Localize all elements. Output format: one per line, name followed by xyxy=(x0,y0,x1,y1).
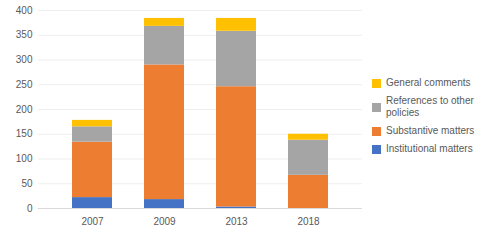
svg-text:250: 250 xyxy=(16,79,33,90)
svg-text:0: 0 xyxy=(27,203,33,214)
svg-text:2018: 2018 xyxy=(297,216,320,227)
html-text:General comments: General comments xyxy=(386,77,471,88)
svg-text:350: 350 xyxy=(16,29,33,40)
svg-text:150: 150 xyxy=(16,128,33,139)
svg-text:200: 200 xyxy=(16,104,33,115)
svg-text:400: 400 xyxy=(16,5,33,16)
svg-text:100: 100 xyxy=(16,153,33,164)
svg-text:2013: 2013 xyxy=(225,216,248,227)
html-text:Institutional matters: Institutional matters xyxy=(386,143,473,154)
html-text:Substantive matters: Substantive matters xyxy=(386,125,475,136)
svg-text:2007: 2007 xyxy=(81,216,104,227)
svg-text:300: 300 xyxy=(16,54,33,65)
svg-text:50: 50 xyxy=(21,178,33,189)
svg-text:2009: 2009 xyxy=(153,216,176,227)
html-text:References to other policies: References to other policies xyxy=(386,95,474,118)
